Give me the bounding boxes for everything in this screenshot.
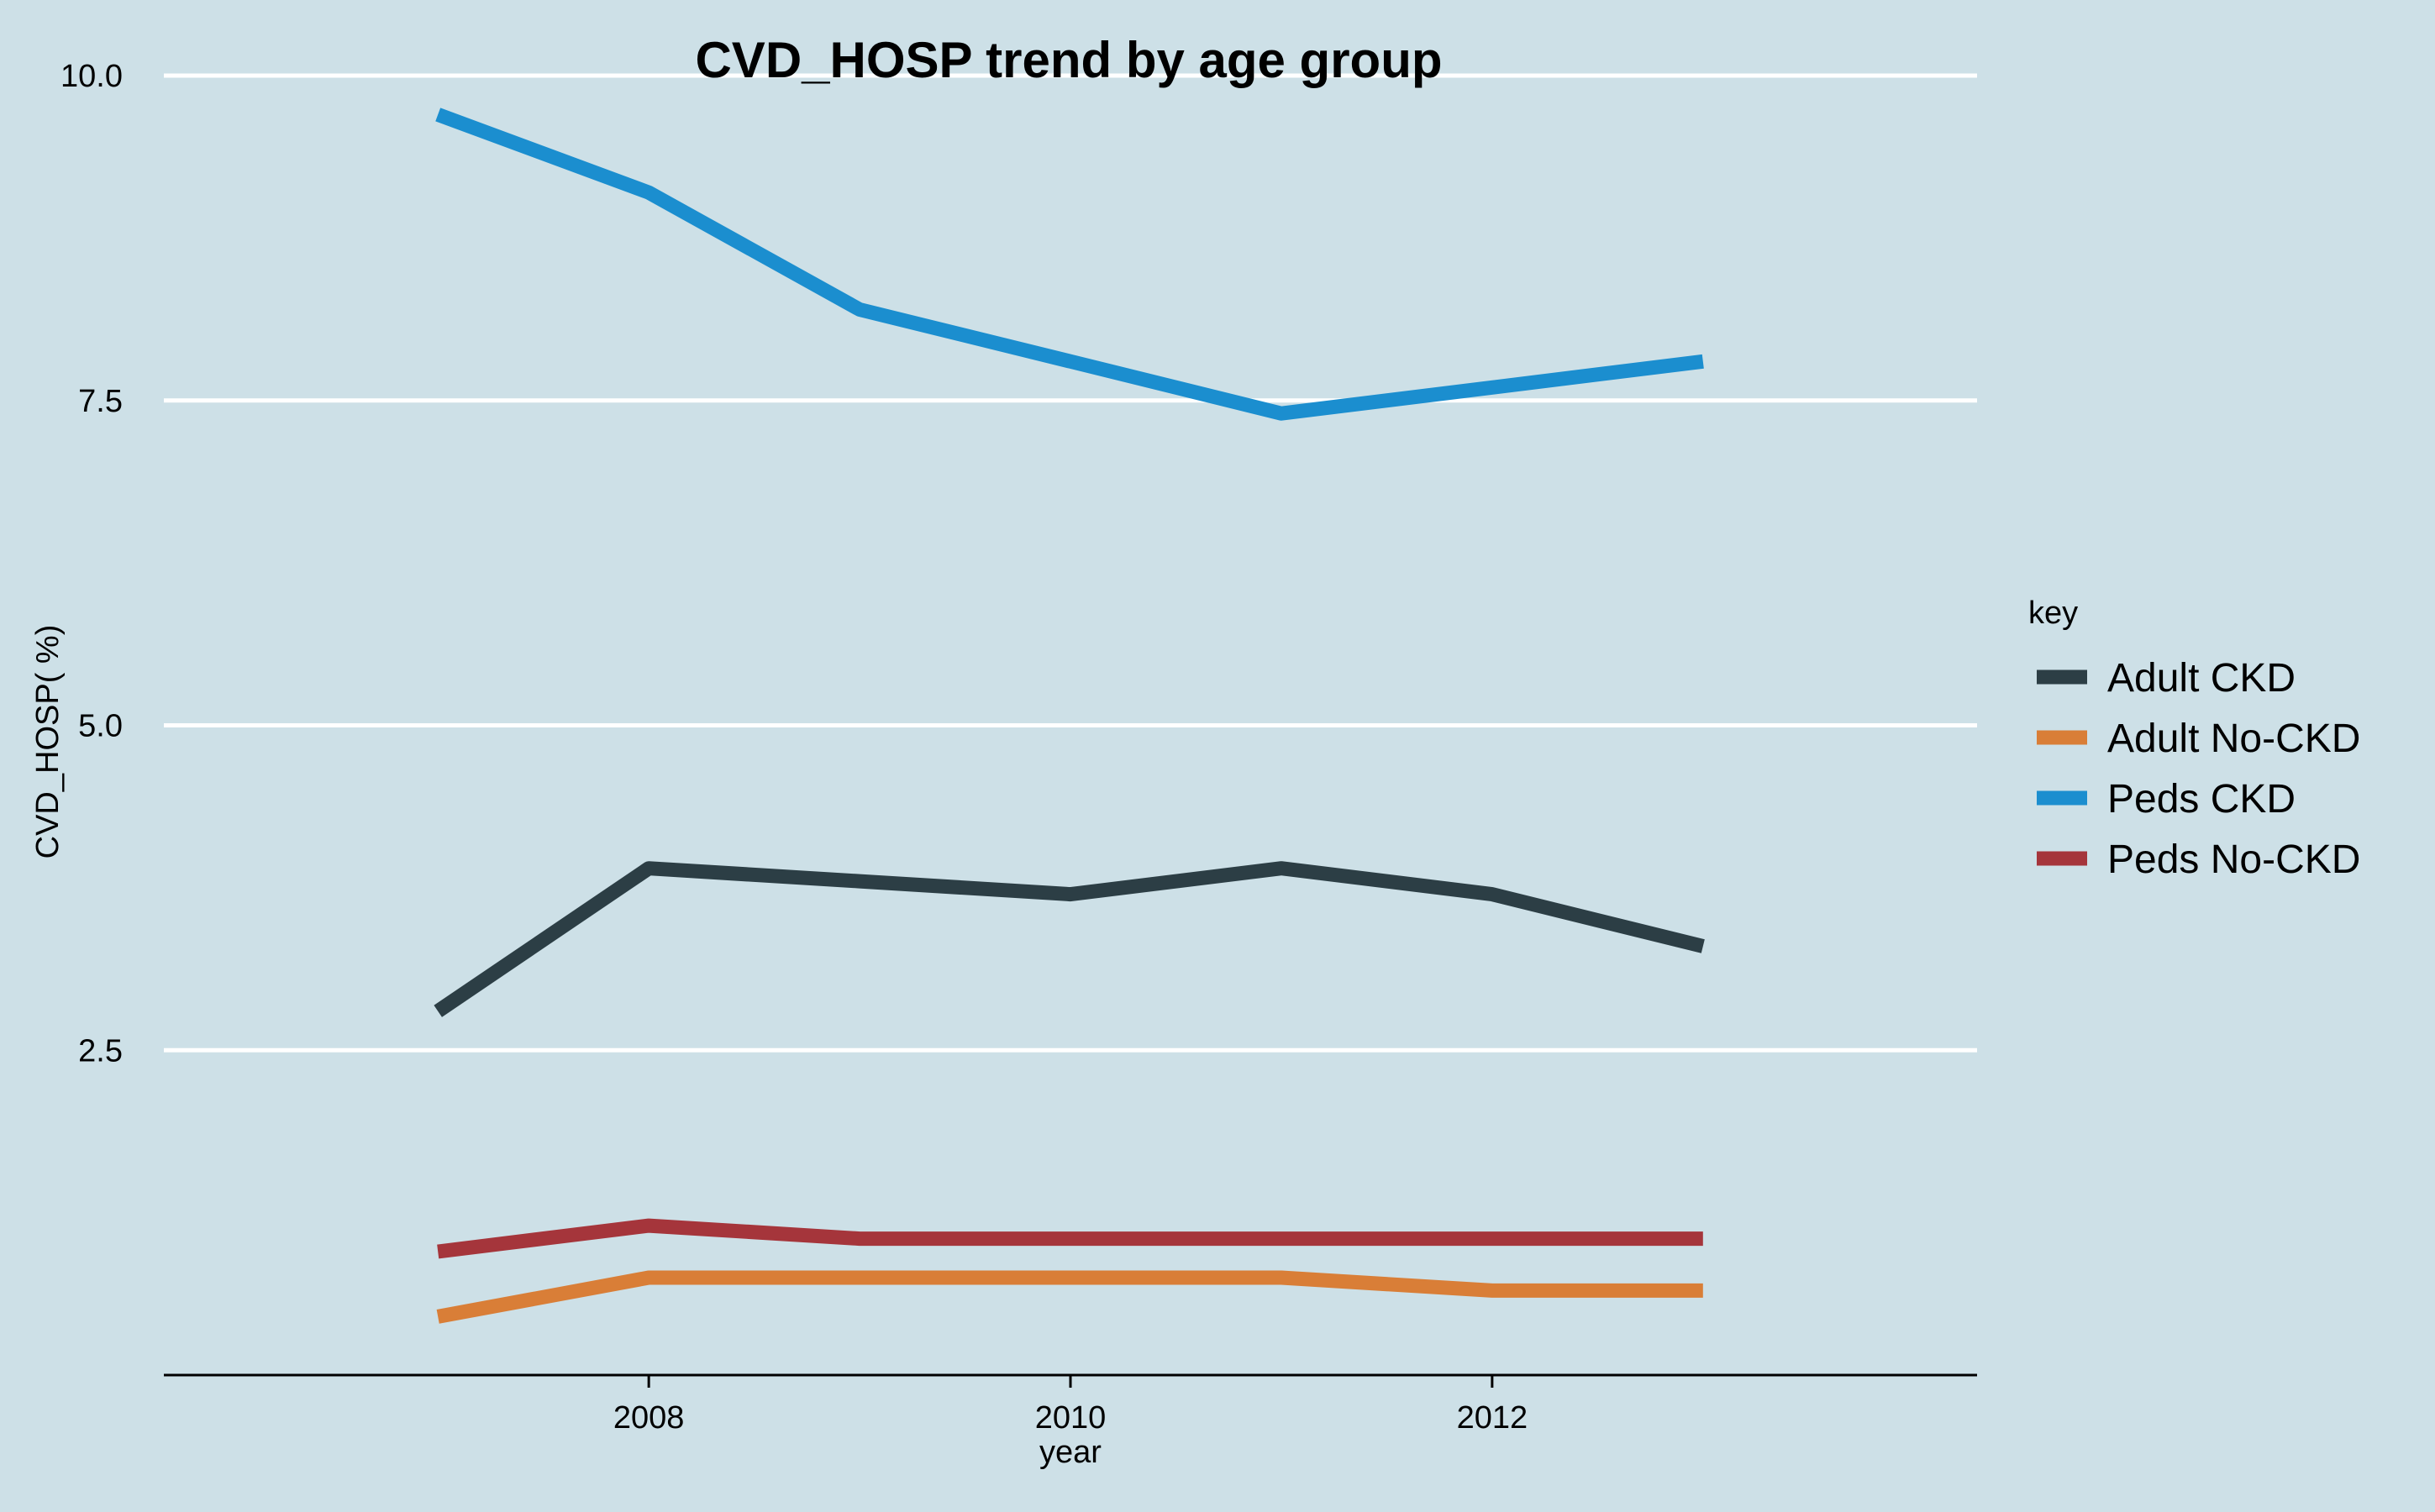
series-line-peds-ckd — [435, 108, 1704, 421]
legend-label-peds-ckd: Peds CKD — [2107, 777, 2296, 822]
x-axis: 2008 2010 2012 — [164, 1373, 1977, 1436]
y-axis-title: CVD_HOSP( %) — [30, 625, 66, 859]
series-lines — [434, 108, 1705, 1324]
y-tick-label: 5.0 — [78, 709, 123, 744]
series-line-adult-no-ckd — [436, 1270, 1703, 1324]
x-axis-title: year — [1039, 1435, 1102, 1470]
x-tick-label: 2008 — [613, 1400, 685, 1436]
grid-lines: 2.5 5.0 7.5 10.0 — [60, 59, 1977, 1068]
legend-label-adult-ckd: Adult CKD — [2107, 656, 2296, 701]
y-tick-label: 7.5 — [78, 384, 123, 419]
legend: key Adult CKD Adult No-CKD Peds CKD Peds No… — [2028, 596, 2360, 882]
x-tick-label: 2012 — [1457, 1400, 1528, 1436]
series-line-peds-no-ckd — [437, 1218, 1703, 1259]
legend-label-peds-no-ckd: Peds No-CKD — [2107, 837, 2360, 882]
x-tick-label: 2010 — [1035, 1400, 1107, 1436]
y-tick-label: 10.0 — [60, 59, 123, 94]
legend-label-adult-no-ckd: Adult No-CKD — [2107, 717, 2360, 761]
series-line-adult-ckd — [434, 861, 1705, 1017]
legend-title: key — [2028, 596, 2078, 631]
chart-title: CVD_HOSP trend by age group — [695, 32, 1442, 88]
y-tick-label: 2.5 — [78, 1033, 123, 1068]
